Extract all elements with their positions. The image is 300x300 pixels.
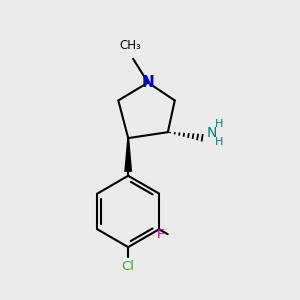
Polygon shape (124, 138, 132, 172)
Text: H: H (214, 137, 223, 147)
Text: CH₃: CH₃ (119, 39, 141, 52)
Text: N: N (206, 126, 217, 140)
Text: H: H (214, 119, 223, 129)
Text: Cl: Cl (122, 260, 135, 273)
Text: F: F (157, 228, 165, 241)
Text: N: N (142, 75, 154, 90)
